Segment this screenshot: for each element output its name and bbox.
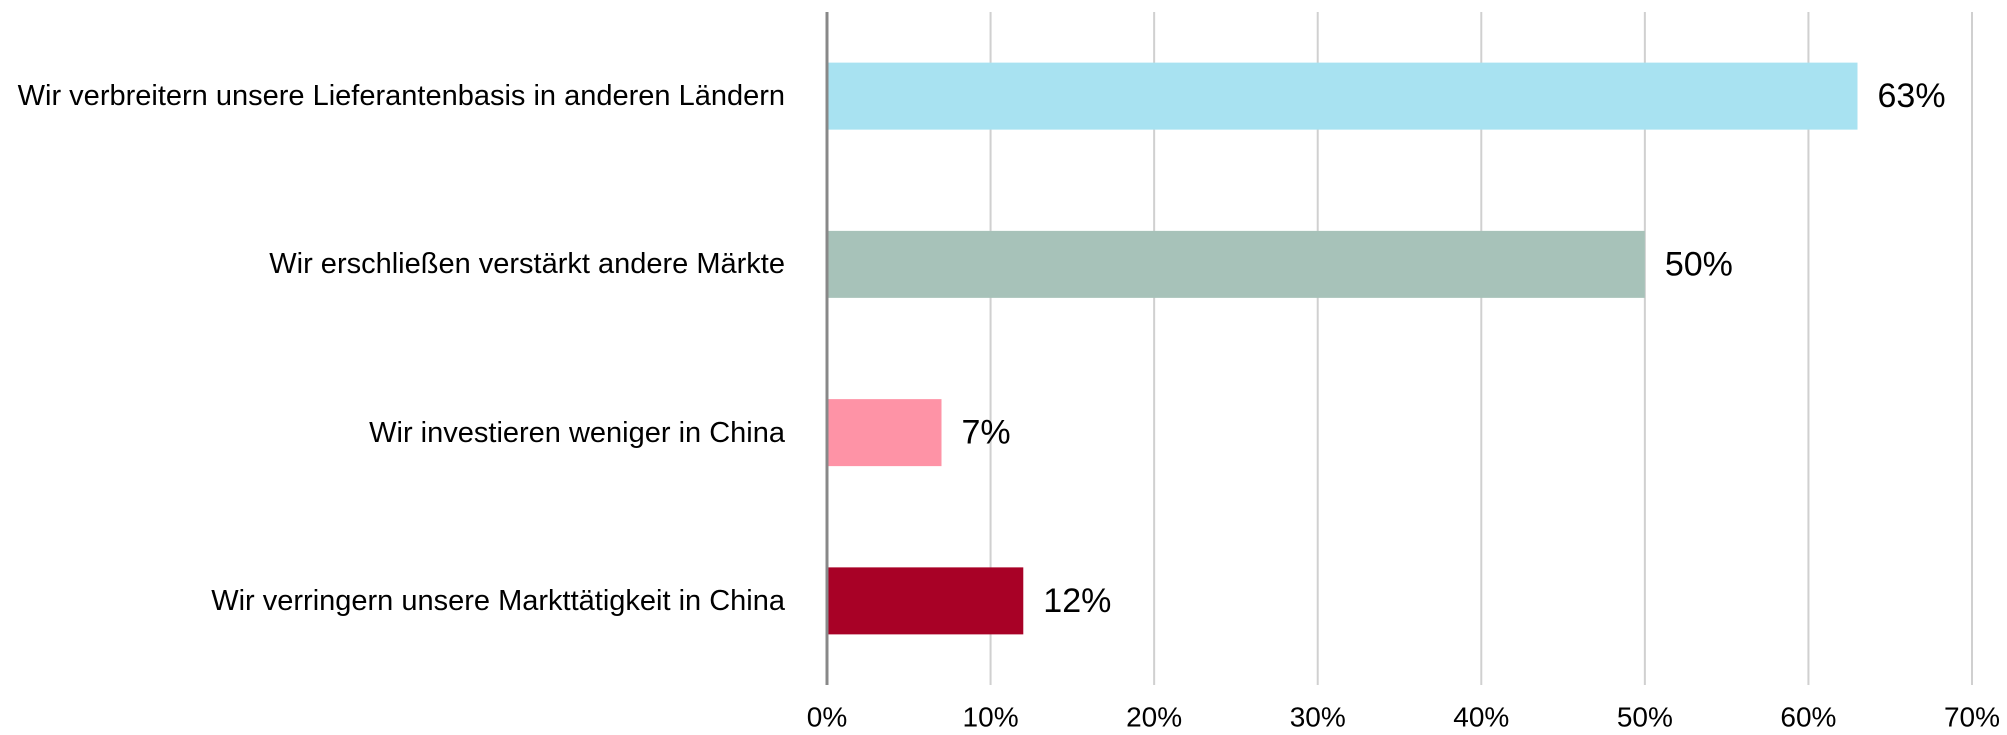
x-tick-label: 60% (1780, 701, 1836, 732)
category-label: Wir verbreitern unsere Lieferantenbasis … (18, 73, 785, 119)
x-tick-label: 30% (1290, 701, 1346, 732)
value-label: 12% (1043, 582, 1111, 620)
x-tick-label: 40% (1453, 701, 1509, 732)
category-text: Wir erschließen verstärkt andere Märkte (269, 248, 785, 281)
bar (827, 567, 1024, 635)
category-text: Wir verbreitern unsere Lieferantenbasis … (17, 80, 785, 113)
bar (827, 62, 1858, 130)
x-tick-label: 0% (807, 701, 847, 732)
bar (827, 230, 1645, 298)
value-label: 63% (1878, 77, 1946, 115)
x-tick-label: 20% (1126, 701, 1182, 732)
category-label: Wir investieren weniger in China (369, 410, 785, 456)
x-tick-label: 50% (1617, 701, 1673, 732)
category-text: Wir verringern unsere Markttätigkeit in … (211, 584, 785, 617)
category-label: Wir verringern unsere Markttätigkeit in … (211, 578, 785, 624)
category-label: Wir erschließen verstärkt andere Märkte (269, 241, 785, 287)
x-tick-label: 70% (1944, 701, 2000, 732)
value-label: 7% (962, 414, 1011, 452)
value-label: 50% (1665, 245, 1733, 283)
category-text: Wir investieren weniger in China (369, 416, 785, 449)
bar (827, 399, 942, 467)
x-tick-label: 10% (963, 701, 1019, 732)
